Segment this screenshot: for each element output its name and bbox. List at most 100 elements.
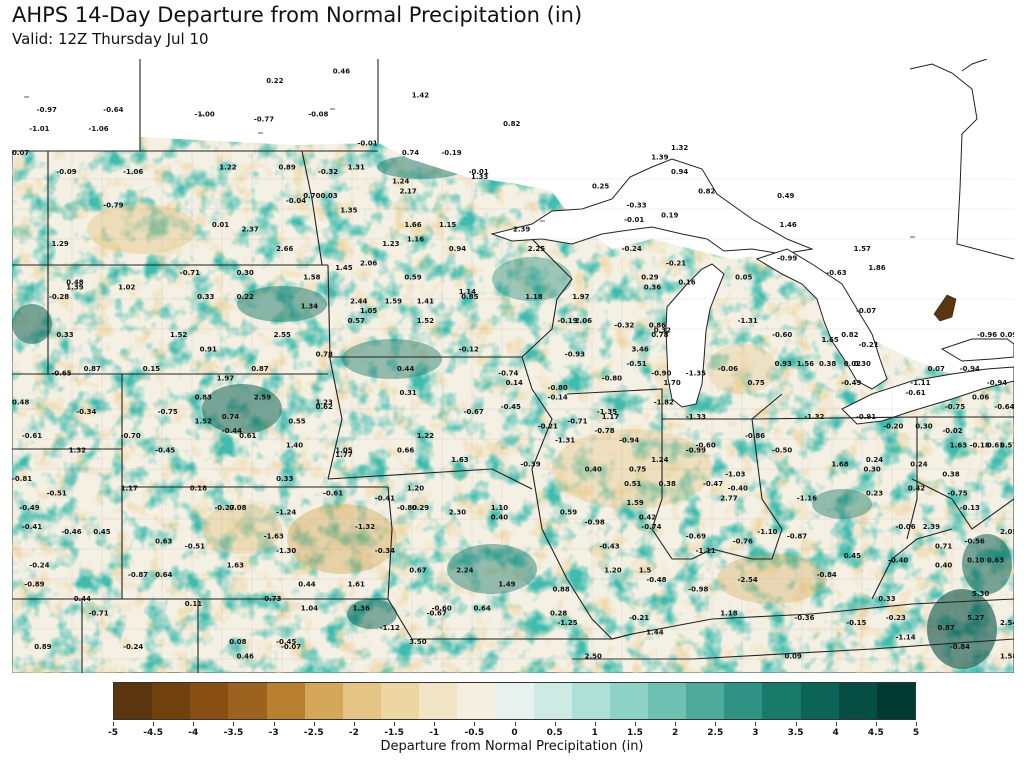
station-value: 0.59 bbox=[560, 509, 577, 517]
station-value: -0.01 bbox=[624, 216, 644, 224]
station-value: 0.07 bbox=[12, 149, 29, 157]
colorbar-tickmark bbox=[594, 722, 596, 726]
station-value: 2.59 bbox=[254, 394, 271, 402]
colorbar-swatch bbox=[457, 683, 496, 719]
station-value: 1.52 bbox=[170, 331, 187, 339]
station-value: 1.14 bbox=[459, 288, 476, 296]
colorbar-tickmark bbox=[916, 722, 917, 726]
station-value: -0.75 bbox=[945, 403, 965, 411]
station-value: 1.39 bbox=[66, 283, 83, 291]
station-value: -0.64 bbox=[103, 106, 123, 114]
station-value: 0.06 bbox=[972, 394, 989, 402]
station-value: 0.33 bbox=[276, 475, 293, 483]
station-value: 0.33 bbox=[197, 293, 214, 301]
colorbar-tickmark bbox=[434, 722, 436, 726]
station-value: 0.62 bbox=[316, 403, 333, 411]
station-value: 1.15 bbox=[439, 221, 456, 229]
station-value: 0.15 bbox=[143, 365, 160, 373]
station-value: -0.71 bbox=[180, 269, 200, 277]
station-value: -0.19 bbox=[557, 317, 577, 325]
station-value: 1.24 bbox=[651, 456, 668, 464]
station-value: 3.50 bbox=[409, 638, 426, 646]
station-value: 1.16 bbox=[407, 235, 424, 243]
station-value: 0.40 bbox=[491, 514, 508, 522]
colorbar-tick-label: -2.5 bbox=[303, 728, 324, 738]
station-value: 0.29 bbox=[412, 504, 429, 512]
station-value: 2.06 bbox=[575, 317, 592, 325]
colorbar-tick-label: -4 bbox=[188, 728, 199, 738]
station-value: 0.88 bbox=[553, 586, 570, 594]
station-value: -1.35 bbox=[686, 370, 706, 378]
station-value: -0.87 bbox=[787, 533, 807, 541]
station-value: 0.23 bbox=[866, 490, 883, 498]
station-value: -1.25 bbox=[557, 619, 577, 627]
colorbar-swatch bbox=[304, 683, 343, 719]
county-lines bbox=[12, 151, 1014, 673]
station-value: 1.32 bbox=[671, 144, 688, 152]
station-value: 2.54 bbox=[1000, 619, 1014, 627]
station-value: 1.10 bbox=[491, 504, 508, 512]
station-value: -0.41 bbox=[375, 494, 395, 502]
station-value: -0.61 bbox=[905, 389, 925, 397]
station-value: -0.96 bbox=[977, 331, 997, 339]
station-value: -0.64 bbox=[994, 403, 1014, 411]
station-value: 1.20 bbox=[604, 566, 621, 574]
colorbar-swatch bbox=[724, 683, 763, 719]
colorbar-tickmark bbox=[795, 722, 797, 726]
station-value: -0.60 bbox=[772, 331, 792, 339]
station-value: 0.75 bbox=[629, 466, 646, 474]
station-value: -0.14 bbox=[548, 394, 568, 402]
station-value: 1.40 bbox=[286, 442, 303, 450]
station-value: 0.70 bbox=[303, 192, 320, 200]
station-value: 0.33 bbox=[56, 331, 73, 339]
station-value: 1.34 bbox=[301, 302, 318, 310]
station-value: 0.14 bbox=[506, 379, 523, 387]
station-value: -0.04 bbox=[286, 197, 306, 205]
station-value: 1.42 bbox=[412, 91, 429, 99]
station-value: 0.71 bbox=[935, 542, 952, 550]
station-value: 0.08 bbox=[229, 638, 246, 646]
station-value: -1.11 bbox=[910, 379, 930, 387]
station-value: 1.66 bbox=[404, 221, 421, 229]
colorbar-swatch bbox=[419, 683, 458, 719]
station-value: 1.23 bbox=[382, 240, 399, 248]
station-value: 1.86 bbox=[868, 264, 885, 272]
deficit-patch bbox=[933, 294, 957, 322]
colorbar-tick-label: -1 bbox=[429, 728, 440, 738]
station-value: -0.45 bbox=[155, 446, 175, 454]
station-value: 0.28 bbox=[550, 609, 567, 617]
station-value: -0.86 bbox=[745, 432, 765, 440]
station-value: 0.87 bbox=[938, 624, 955, 632]
station-value: 1.97 bbox=[217, 374, 234, 382]
station-value: 1.36 bbox=[353, 605, 370, 613]
station-value: 0.78 bbox=[316, 350, 333, 358]
colorbar-swatch bbox=[533, 683, 572, 719]
colorbar-tick-label: 3.5 bbox=[787, 728, 804, 738]
colorbar-swatch bbox=[686, 683, 725, 719]
station-value: 0.40 bbox=[585, 466, 602, 474]
station-value: -0.44 bbox=[222, 427, 242, 435]
station-value: 0.29 bbox=[641, 274, 658, 282]
station-value: 0.64 bbox=[155, 571, 172, 579]
colorbar-tick-label: 2.5 bbox=[707, 728, 724, 738]
station-value: 2.24 bbox=[456, 566, 473, 574]
station-value: -1.03 bbox=[725, 470, 745, 478]
station-value: 2.55 bbox=[274, 331, 291, 339]
station-value: -0.75 bbox=[158, 408, 178, 416]
station-value: -0.32 bbox=[318, 168, 338, 176]
station-value: 1.77 bbox=[335, 451, 352, 459]
station-value: -0.93 bbox=[565, 350, 585, 358]
station-value: 1.63 bbox=[451, 456, 468, 464]
station-value: 1.56 bbox=[797, 360, 814, 368]
station-value: -0.45 bbox=[276, 638, 296, 646]
station-value: 1.52 bbox=[417, 317, 434, 325]
station-value: 1.65 bbox=[822, 336, 839, 344]
colorbar-swatch bbox=[647, 683, 687, 719]
colorbar-swatch bbox=[152, 683, 191, 719]
station-value: 0.48 bbox=[66, 279, 83, 287]
station-value: 0.66 bbox=[397, 446, 414, 454]
colorbar-tickmark bbox=[474, 722, 476, 726]
colorbar-tickmark bbox=[353, 722, 355, 726]
station-value: -0.15 bbox=[846, 619, 866, 627]
station-value: 0.83 bbox=[195, 394, 212, 402]
